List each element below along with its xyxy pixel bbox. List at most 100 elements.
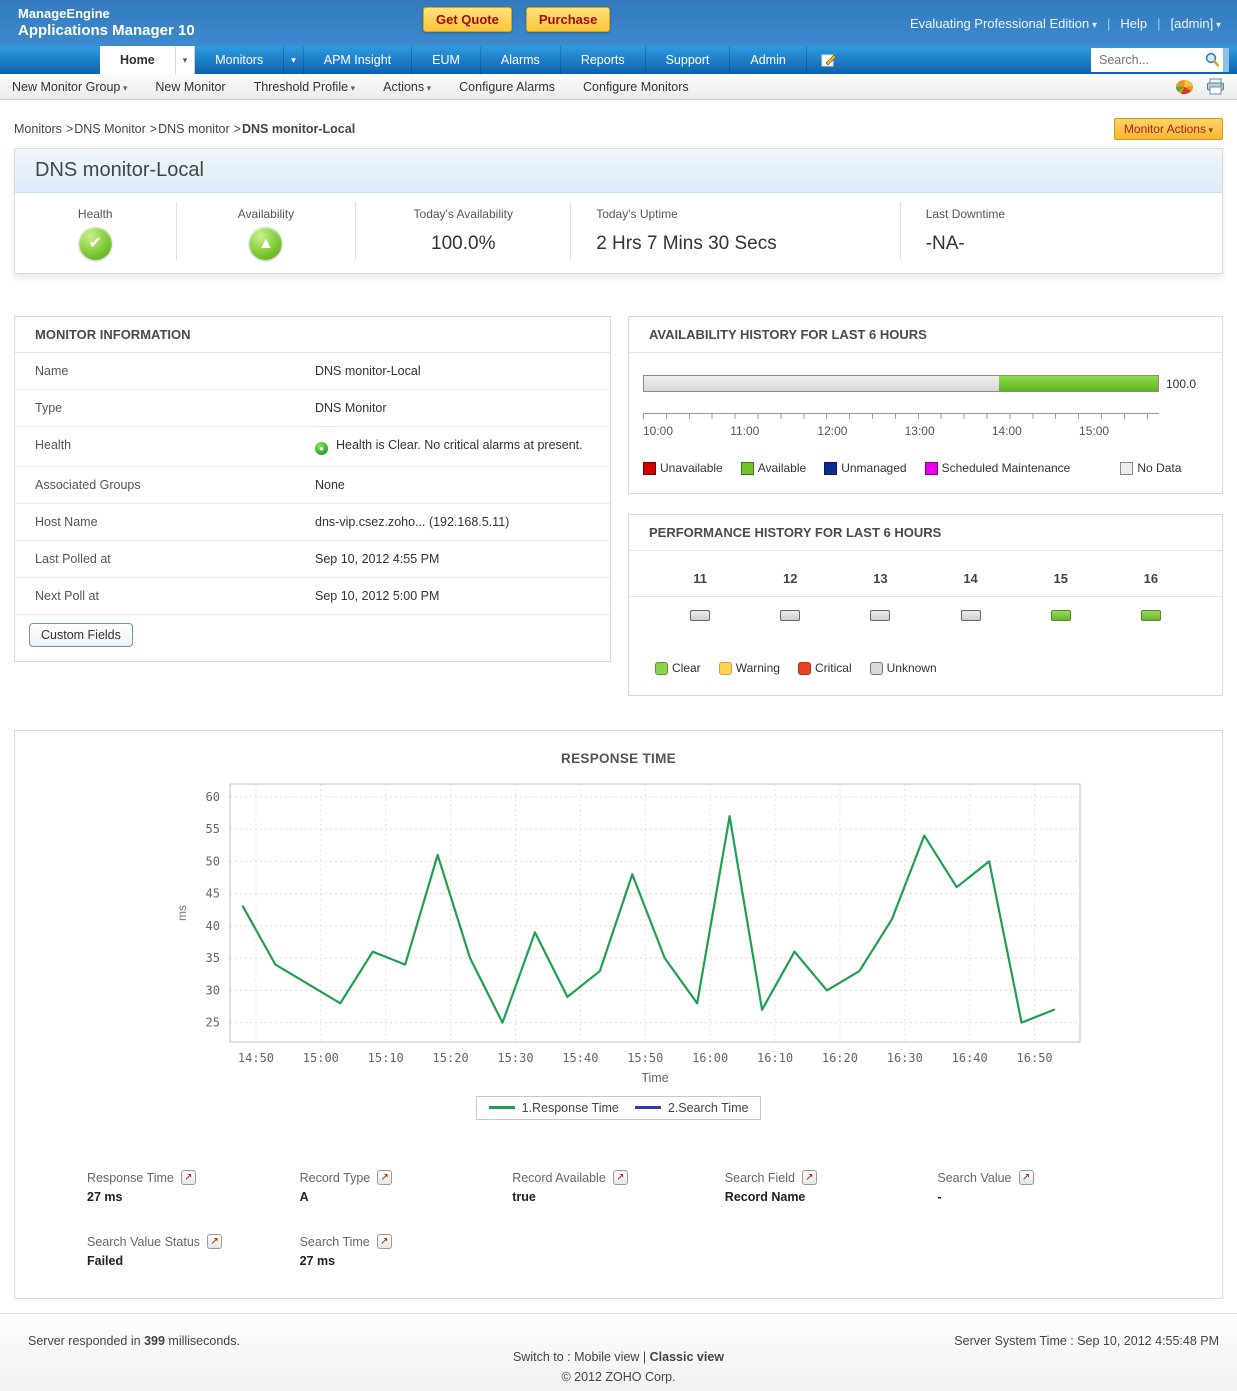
custom-fields-button[interactable]: Custom Fields [29, 623, 133, 647]
edition-menu[interactable]: Evaluating Professional Edition [910, 16, 1097, 31]
tab-home[interactable]: Home [100, 46, 175, 74]
field-label: Response Time [87, 1171, 174, 1185]
performance-history-body: 111213141516 Clear Warning Critical Unkn… [629, 551, 1222, 695]
tab-eum[interactable]: EUM [412, 46, 481, 74]
legend-unavailable: Unavailable [643, 461, 723, 475]
svg-text:15:20: 15:20 [433, 1051, 469, 1065]
performance-status-boxes [629, 597, 1222, 623]
health-clear-icon: ● [315, 442, 328, 455]
history-graph-link-icon[interactable] [1019, 1170, 1034, 1185]
product-name: Applications Manager 10 [18, 22, 195, 39]
main-navigation: Home Monitors APM Insight EUM Alarms Rep… [0, 46, 1237, 74]
availability-percent-label: 100.0 [1166, 375, 1208, 439]
row-label: Associated Groups [35, 478, 315, 492]
info-row-type: Type DNS Monitor [15, 390, 610, 427]
svg-text:16:50: 16:50 [1017, 1051, 1053, 1065]
field-search-time: Search Time 27 ms [300, 1234, 513, 1268]
availability-axis-labels: 10:0011:0012:0013:0014:0015:00 [643, 424, 1159, 439]
performance-status-unknown-icon [961, 610, 981, 621]
svg-text:16:00: 16:00 [692, 1051, 728, 1065]
tab-home-dropdown-icon[interactable] [175, 46, 196, 74]
tab-reports[interactable]: Reports [561, 46, 646, 74]
field-label: Record Available [512, 1171, 606, 1185]
breadcrumb-row: Monitors>DNS Monitor>DNS monitor>DNS mon… [14, 116, 1223, 142]
monitor-actions-button[interactable]: Monitor Actions [1114, 118, 1223, 140]
warning-swatch-icon [719, 662, 732, 675]
availability-axis-label: 10:00 [643, 424, 673, 438]
legend-label: Scheduled Maintenance [942, 461, 1071, 475]
row-value: ●Health is Clear. No critical alarms at … [315, 438, 583, 455]
history-graph-link-icon[interactable] [181, 1170, 196, 1185]
configure-alarms-link[interactable]: Configure Alarms [459, 80, 555, 94]
field-value: A [300, 1190, 513, 1204]
new-monitor-link[interactable]: New Monitor [155, 80, 225, 94]
classic-view-link[interactable]: Classic view [650, 1350, 724, 1364]
configure-monitors-link[interactable]: Configure Monitors [583, 80, 689, 94]
legend-label: Warning [736, 661, 780, 675]
print-icon[interactable] [1206, 78, 1225, 95]
legend-clear: Clear [655, 661, 701, 675]
scheduled-maintenance-swatch-icon [925, 462, 938, 475]
admin-user-menu[interactable]: [admin] [1171, 16, 1221, 31]
history-graph-link-icon[interactable] [377, 1170, 392, 1185]
copyright: © 2012 ZOHO Corp. [0, 1370, 1237, 1384]
purchase-button[interactable]: Purchase [526, 7, 611, 32]
breadcrumb-monitors[interactable]: Monitors [14, 122, 62, 136]
field-label: Search Field [725, 1171, 795, 1185]
availability-legend: Unavailable Available Unmanaged Schedule… [643, 461, 1208, 475]
quick-edit-icon[interactable] [807, 46, 851, 74]
availability-time-ruler [643, 413, 1159, 420]
svg-text:15:30: 15:30 [497, 1051, 533, 1065]
new-monitor-group-menu[interactable]: New Monitor Group [12, 80, 127, 94]
actions-menu[interactable]: Actions [383, 80, 431, 94]
info-columns: MONITOR INFORMATION Name DNS monitor-Loc… [14, 316, 1223, 696]
chart-legend: 1.Response Time 2.Search Time [476, 1096, 762, 1120]
server-system-time: Server System Time : Sep 10, 2012 4:55:4… [954, 1334, 1219, 1348]
history-graph-link-icon[interactable] [207, 1234, 222, 1249]
history-graph-link-icon[interactable] [377, 1234, 392, 1249]
breadcrumb-dns-monitor-group[interactable]: DNS monitor [158, 122, 230, 136]
legend-label: 1.Response Time [522, 1101, 619, 1115]
history-graph-link-icon[interactable] [802, 1170, 817, 1185]
tab-monitors-dropdown-icon[interactable] [284, 46, 304, 74]
unavailable-swatch-icon [643, 462, 656, 475]
help-link[interactable]: Help [1120, 16, 1147, 31]
legend-label: Unavailable [660, 461, 723, 475]
field-record-type: Record Type A [300, 1170, 513, 1204]
svg-text:16:20: 16:20 [822, 1051, 858, 1065]
row-value: DNS monitor-Local [315, 364, 421, 378]
tab-admin[interactable]: Admin [730, 46, 806, 74]
threshold-profile-menu[interactable]: Threshold Profile [254, 80, 356, 94]
divider: | [643, 1350, 646, 1364]
unknown-swatch-icon [870, 662, 883, 675]
monitor-information-title: MONITOR INFORMATION [15, 317, 610, 353]
breadcrumb-dns-monitor[interactable]: DNS Monitor [74, 122, 146, 136]
search-input[interactable] [1099, 53, 1201, 67]
summary-stats: Health ✔ Availability ▲ Today's Availabi… [15, 193, 1222, 273]
history-graph-link-icon[interactable] [613, 1170, 628, 1185]
svg-text:15:40: 15:40 [562, 1051, 598, 1065]
availability-axis-label: 13:00 [905, 424, 935, 438]
todays-availability-value: 100.0% [356, 233, 570, 255]
get-quote-button[interactable]: Get Quote [423, 7, 512, 32]
breadcrumb-separator: > [150, 122, 157, 136]
breadcrumb: Monitors>DNS Monitor>DNS monitor>DNS mon… [14, 122, 355, 136]
svg-text:60: 60 [206, 790, 220, 804]
page-title: DNS monitor-Local [15, 149, 1222, 193]
tab-alarms[interactable]: Alarms [481, 46, 561, 74]
tab-apm-insight[interactable]: APM Insight [304, 46, 412, 74]
svg-text:50: 50 [206, 854, 220, 868]
mobile-view-link[interactable]: Mobile view [574, 1350, 639, 1364]
tab-support[interactable]: Support [646, 46, 731, 74]
available-swatch-icon [741, 462, 754, 475]
availability-segment-available [999, 376, 1158, 391]
reports-pie-chart-icon[interactable] [1175, 78, 1194, 95]
stat-todays-uptime: Today's Uptime 2 Hrs 7 Mins 30 Secs [570, 202, 900, 260]
legend-label: 2.Search Time [668, 1101, 749, 1115]
tab-monitors[interactable]: Monitors [195, 46, 284, 74]
field-value: true [512, 1190, 725, 1204]
field-value: - [937, 1190, 1150, 1204]
legend-label: Unknown [887, 661, 937, 675]
row-value: DNS Monitor [315, 401, 387, 415]
search-icon[interactable] [1201, 49, 1223, 71]
